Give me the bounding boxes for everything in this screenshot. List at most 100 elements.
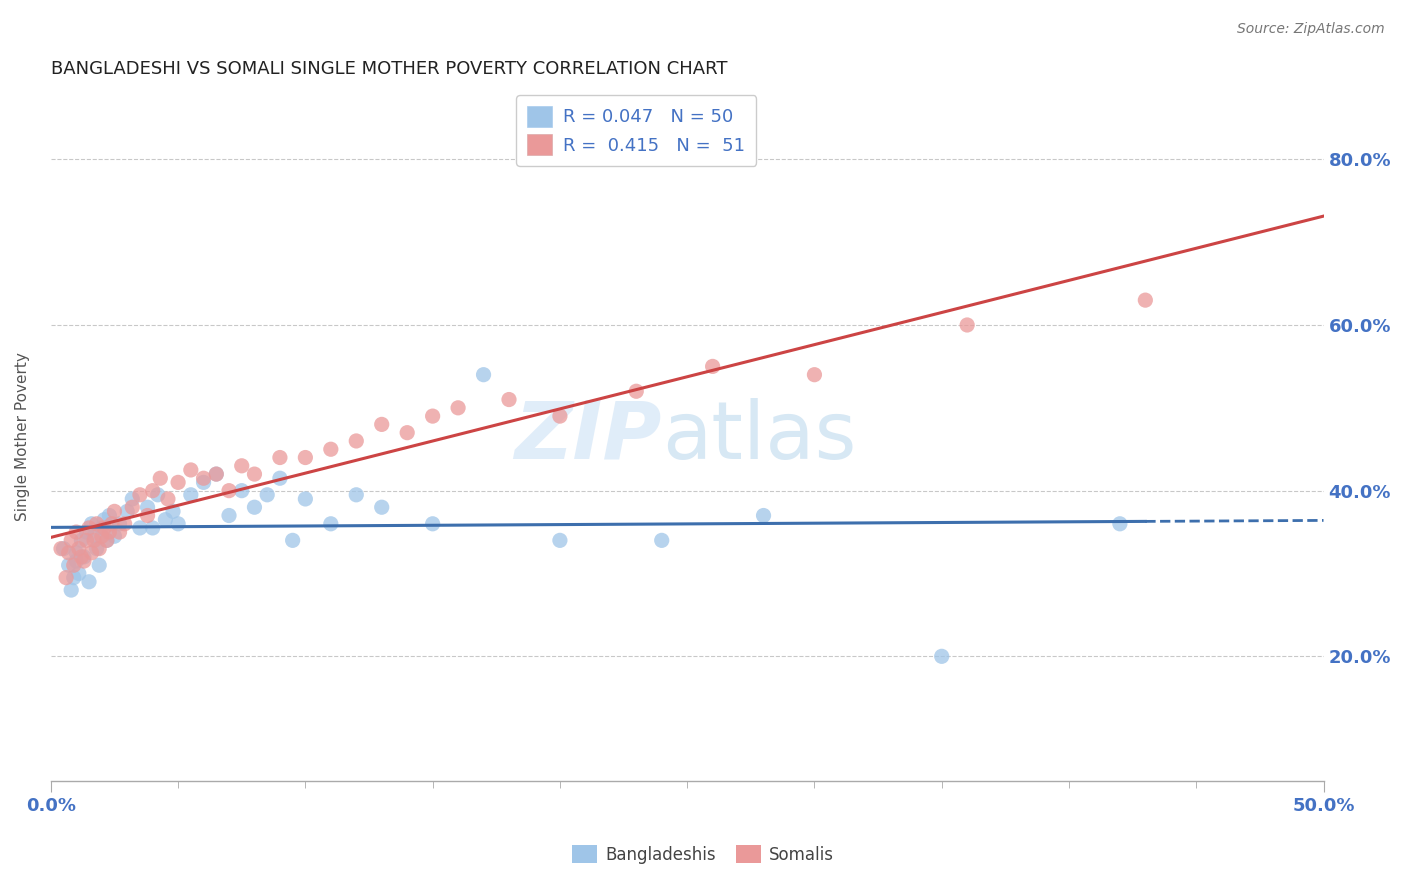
Text: ZIP: ZIP: [515, 398, 662, 475]
Point: [156, 491, 179, 506]
Point: [193, 471, 215, 485]
Point: [80, 516, 103, 531]
Point: [93, 521, 115, 535]
Point: [205, 467, 228, 481]
Point: [90, 529, 112, 543]
Point: [371, 500, 394, 515]
Point: [344, 488, 367, 502]
Point: [956, 318, 979, 332]
Point: [548, 409, 571, 423]
Point: [65, 554, 87, 568]
Point: [96, 533, 118, 548]
Point: [142, 521, 165, 535]
Point: [142, 483, 165, 498]
Point: [60, 583, 83, 598]
Point: [548, 533, 571, 548]
Point: [86, 516, 108, 531]
Point: [243, 467, 266, 481]
Point: [49, 541, 72, 556]
Point: [98, 525, 121, 540]
Point: [114, 516, 136, 531]
Point: [294, 491, 316, 506]
Point: [422, 516, 444, 531]
Point: [75, 525, 97, 540]
Point: [136, 508, 159, 523]
Point: [98, 508, 121, 523]
Point: [65, 525, 87, 540]
Point: [180, 488, 202, 502]
Point: [396, 425, 419, 440]
Point: [77, 574, 100, 589]
Point: [281, 533, 304, 548]
Point: [108, 525, 131, 540]
Point: [129, 488, 152, 502]
Point: [256, 488, 278, 502]
Y-axis label: Single Mother Poverty: Single Mother Poverty: [15, 352, 30, 521]
Point: [60, 533, 83, 548]
Point: [103, 529, 125, 543]
Text: atlas: atlas: [662, 398, 856, 475]
Point: [149, 471, 172, 485]
Point: [498, 392, 520, 407]
Point: [80, 546, 103, 560]
Point: [218, 508, 240, 523]
Point: [193, 475, 215, 490]
Legend: Bangladeshis, Somalis: Bangladeshis, Somalis: [565, 838, 841, 871]
Point: [931, 649, 953, 664]
Text: Source: ZipAtlas.com: Source: ZipAtlas.com: [1237, 22, 1385, 37]
Point: [344, 434, 367, 448]
Point: [103, 504, 125, 518]
Legend: R = 0.047   N = 50, R =  0.415   N =  51: R = 0.047 N = 50, R = 0.415 N = 51: [516, 95, 756, 166]
Point: [205, 467, 228, 481]
Point: [294, 450, 316, 465]
Point: [83, 529, 105, 543]
Point: [73, 554, 96, 568]
Point: [167, 516, 190, 531]
Point: [167, 475, 190, 490]
Point: [371, 417, 394, 432]
Point: [651, 533, 673, 548]
Point: [1135, 293, 1157, 307]
Point: [243, 500, 266, 515]
Point: [472, 368, 495, 382]
Point: [75, 533, 97, 548]
Point: [447, 401, 470, 415]
Point: [86, 541, 108, 556]
Point: [319, 442, 342, 457]
Point: [162, 504, 184, 518]
Point: [121, 500, 143, 515]
Point: [77, 521, 100, 535]
Point: [115, 504, 138, 518]
Point: [319, 516, 342, 531]
Point: [1109, 516, 1132, 531]
Point: [73, 549, 96, 564]
Text: BANGLADESHI VS SOMALI SINGLE MOTHER POVERTY CORRELATION CHART: BANGLADESHI VS SOMALI SINGLE MOTHER POVE…: [51, 60, 727, 78]
Point: [146, 488, 169, 502]
Point: [422, 409, 444, 423]
Point: [58, 558, 80, 573]
Point: [96, 533, 118, 548]
Point: [90, 521, 112, 535]
Point: [58, 546, 80, 560]
Point: [180, 463, 202, 477]
Point: [52, 541, 75, 556]
Point: [231, 483, 253, 498]
Point: [752, 508, 775, 523]
Point: [218, 483, 240, 498]
Point: [136, 500, 159, 515]
Point: [55, 571, 77, 585]
Point: [83, 533, 105, 548]
Point: [101, 516, 124, 531]
Point: [67, 541, 90, 556]
Point: [803, 368, 825, 382]
Point: [93, 513, 115, 527]
Point: [121, 491, 143, 506]
Point: [89, 541, 111, 556]
Point: [89, 558, 111, 573]
Point: [67, 566, 90, 581]
Point: [70, 533, 93, 548]
Point: [702, 359, 724, 374]
Point: [65, 546, 87, 560]
Point: [269, 450, 291, 465]
Point: [155, 513, 177, 527]
